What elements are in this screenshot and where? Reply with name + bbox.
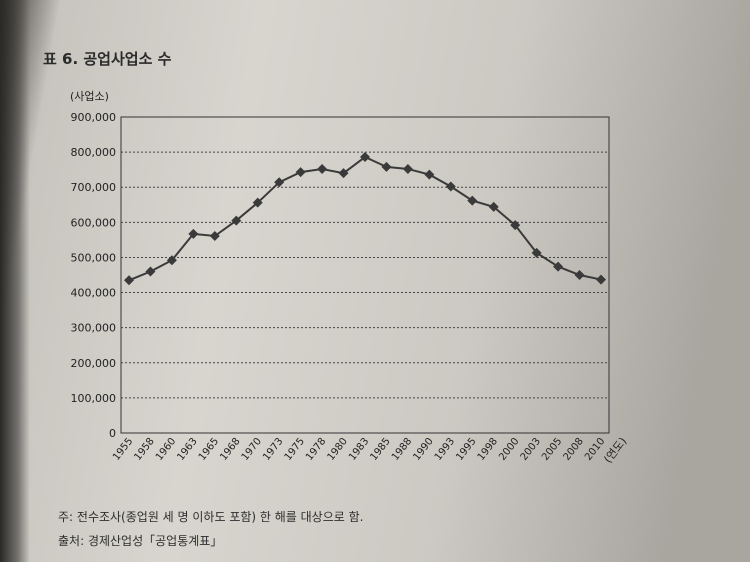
- data-point-marker: [231, 215, 242, 226]
- x-tick-label: 1988: [390, 436, 414, 463]
- data-point-marker: [145, 266, 156, 277]
- data-point-marker: [295, 167, 306, 178]
- data-point-marker: [553, 261, 564, 272]
- plot-frame: [120, 116, 610, 434]
- x-tick-label: 1985: [368, 436, 392, 463]
- x-tick-label: 1970: [240, 436, 264, 463]
- data-point-marker: [402, 163, 413, 174]
- data-point-marker: [188, 228, 199, 239]
- data-point-marker: [424, 169, 435, 180]
- x-tick-label: 1958: [132, 436, 156, 463]
- data-point-marker: [124, 275, 134, 286]
- x-tick-label: 1983: [347, 436, 371, 463]
- data-point-marker: [531, 247, 542, 258]
- data-point-marker: [209, 231, 220, 242]
- data-point-marker: [596, 274, 606, 285]
- x-tick-label: 2005: [540, 436, 564, 463]
- y-tick-label: 200,000: [71, 357, 117, 370]
- book-gutter-shadow: [0, 0, 30, 562]
- y-tick-label: 800,000: [71, 146, 117, 159]
- y-tick-label: 0: [109, 427, 116, 440]
- data-point-marker: [574, 270, 585, 280]
- x-tick-label: 1960: [154, 436, 178, 463]
- y-tick-label: 300,000: [71, 322, 117, 335]
- x-tick-label: 1973: [261, 436, 285, 463]
- y-tick-label: 400,000: [71, 287, 117, 300]
- data-point-marker: [510, 220, 521, 231]
- x-tick-label: 1990: [411, 436, 435, 463]
- figure-source: 출처: 경제산업성「공업통계표」: [58, 534, 223, 548]
- x-tick-label: 1998: [476, 436, 500, 463]
- y-tick-labels: 0 100,000 200,000 300,000 400,000 500,000 600,…: [71, 111, 117, 440]
- y-tick-label: 700,000: [71, 181, 117, 194]
- x-tick-label: 1965: [197, 436, 221, 463]
- x-tick-label: 1968: [218, 436, 242, 463]
- data-point-marker: [381, 161, 392, 172]
- data-point-marker: [467, 195, 478, 206]
- data-point-marker: [166, 255, 177, 266]
- data-point-marker: [252, 197, 263, 208]
- data-point-marker: [360, 152, 370, 163]
- figure-title: 표 6. 공업사업소 수: [43, 50, 172, 68]
- x-tick-label: 1975: [283, 436, 307, 463]
- y-tick-label: 500,000: [71, 251, 117, 264]
- data-point-marker: [445, 181, 456, 192]
- data-point-marker: [317, 163, 328, 174]
- y-tick-label: 100,000: [71, 392, 117, 405]
- y-tick-label: 900,000: [71, 111, 117, 124]
- x-tick-label: 1993: [433, 436, 457, 463]
- x-tick-label: 1978: [304, 436, 328, 463]
- x-tick-labels: 1955195819601963196519681970197319751978…: [111, 436, 607, 463]
- x-tick-label: 1955: [111, 436, 135, 463]
- x-axis-label: (연도): [601, 435, 629, 466]
- y-tick-label: 600,000: [71, 216, 117, 229]
- data-point-marker: [274, 177, 285, 188]
- y-axis-label: (사업소): [70, 90, 109, 103]
- data-markers: [124, 152, 606, 286]
- data-point-marker: [338, 168, 349, 179]
- x-tick-label: 1980: [326, 436, 350, 463]
- x-tick-label: 1963: [175, 436, 199, 463]
- figure-note: 주: 전수조사(종업원 세 명 이하도 포함) 한 해를 대상으로 함.: [58, 510, 364, 524]
- x-tick-label: 2000: [497, 436, 521, 463]
- grid-lines: [121, 151, 609, 399]
- data-point-marker: [488, 201, 499, 212]
- x-tick-label: 2008: [562, 436, 586, 463]
- x-tick-label: 1995: [454, 436, 478, 463]
- x-tick-label: 2003: [519, 436, 543, 463]
- series-line: [128, 155, 602, 282]
